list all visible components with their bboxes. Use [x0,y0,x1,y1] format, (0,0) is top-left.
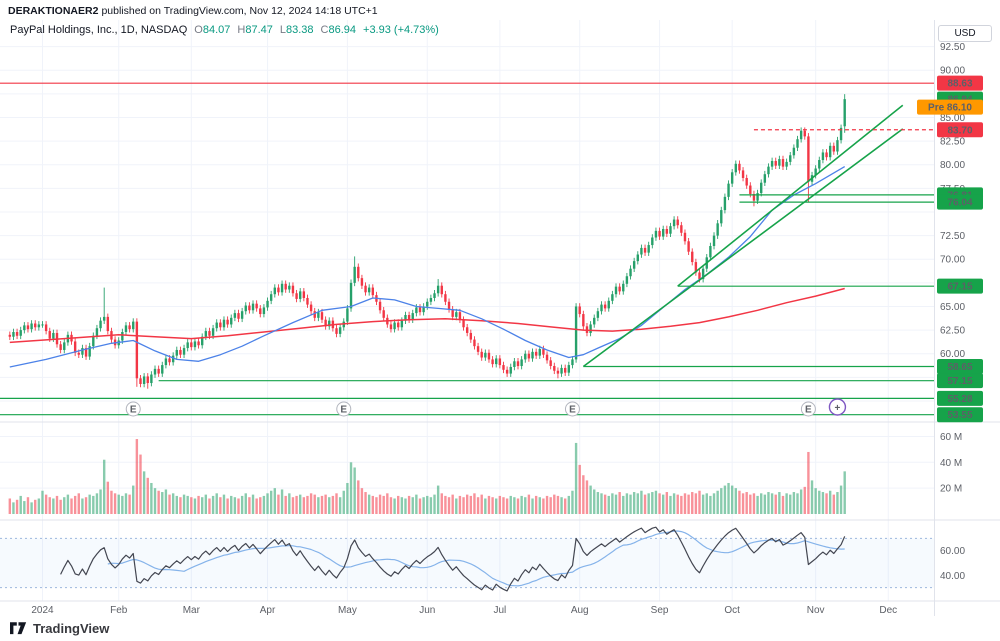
svg-text:60.00: 60.00 [940,546,965,557]
horizontal-levels [0,82,934,416]
svg-text:80.00: 80.00 [940,160,965,171]
svg-text:76.04: 76.04 [947,198,972,209]
svg-text:82.50: 82.50 [940,137,965,148]
svg-text:40.00: 40.00 [940,571,965,582]
svg-text:Feb: Feb [110,605,128,616]
svg-text:60 M: 60 M [940,432,962,443]
ohlc-low: L83.38 [279,24,314,36]
ohlc-high: H87.47 [237,24,273,36]
svg-text:55.28: 55.28 [947,394,972,405]
svg-text:92.50: 92.50 [940,42,965,53]
svg-text:E: E [569,405,576,416]
publisher-text: published on TradingView.com, Nov 12, 20… [101,5,378,17]
symbol-title[interactable]: PayPal Holdings, Inc., 1D, NASDAQ [10,24,188,36]
tradingview-logo-icon[interactable] [10,621,27,636]
svg-text:88.63: 88.63 [947,79,972,90]
publisher-bar: DERAKTIONAER2 published on TradingView.c… [0,0,1000,20]
chart-canvas[interactable]: EEEE+92.5090.0085.0082.5080.0077.5072.50… [0,20,1000,616]
svg-text:Dec: Dec [879,605,897,616]
svg-text:53.55: 53.55 [947,410,972,421]
svg-text:Pre 86.10: Pre 86.10 [928,103,972,114]
svg-text:May: May [338,605,357,616]
svg-text:Apr: Apr [260,605,276,616]
svg-text:E: E [805,405,812,416]
footer-bar: TradingView [0,616,1000,641]
event-markers[interactable]: E E E E + [125,398,847,417]
symbol-row: PayPal Holdings, Inc., 1D, NASDAQ O84.07… [10,24,439,36]
svg-text:67.15: 67.15 [947,282,972,293]
svg-text:Aug: Aug [571,605,589,616]
svg-text:62.50: 62.50 [940,326,965,337]
time-axis[interactable]: 2024 Feb Mar Apr May Jun Jul Aug Sep Oct Nov Dec [31,605,897,616]
moving-averages [9,166,846,368]
svg-text:20 M: 20 M [940,484,962,495]
svg-text:Jul: Jul [493,605,506,616]
svg-text:85.00: 85.00 [940,113,965,124]
svg-text:2024: 2024 [31,605,54,616]
trend-lines [582,104,904,368]
svg-text:72.50: 72.50 [940,231,965,242]
rsi-indicator [0,526,934,592]
volume-bars [8,439,846,514]
svg-text:60.00: 60.00 [940,349,965,360]
svg-text:40 M: 40 M [940,458,962,469]
svg-text:E: E [340,405,347,416]
svg-text:90.00: 90.00 [940,66,965,77]
currency-selector[interactable]: USD [938,25,992,42]
svg-text:Mar: Mar [183,605,201,616]
svg-text:58.65: 58.65 [947,362,972,373]
svg-text:Nov: Nov [807,605,825,616]
price-change: +3.93 (+4.73%) [363,24,439,36]
svg-text:83.70: 83.70 [947,125,972,136]
publisher-author: DERAKTIONAER2 [8,5,99,17]
svg-text:57.15: 57.15 [947,376,972,387]
tradingview-wordmark[interactable]: TradingView [33,621,110,636]
pane-separators [0,20,1000,616]
price-axis[interactable]: 92.5090.0085.0082.5080.0077.5072.5070.00… [940,42,965,582]
svg-text:70.00: 70.00 [940,255,965,266]
chart-area: PayPal Holdings, Inc., 1D, NASDAQ O84.07… [0,20,1000,616]
ohlc-close: C86.94 [320,24,357,36]
svg-text:Jun: Jun [419,605,435,616]
price-badges: 88.6386.94Pre 86.1083.7076.8176.0467.155… [917,75,983,423]
ohlc-open: O84.07 [194,24,231,36]
svg-text:Sep: Sep [651,605,669,616]
svg-text:+: + [835,403,841,414]
svg-text:65.00: 65.00 [940,302,965,313]
svg-text:E: E [130,405,137,416]
svg-text:Oct: Oct [724,605,740,616]
